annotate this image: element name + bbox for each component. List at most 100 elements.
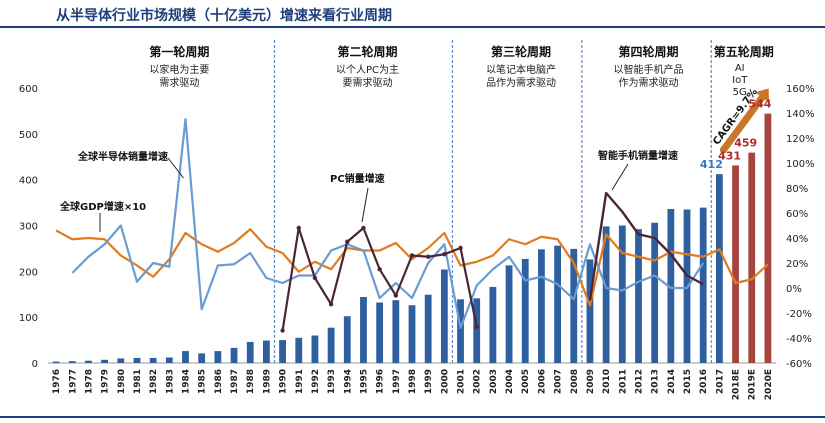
bar (554, 245, 561, 363)
x-tick-label: 2009 (586, 369, 596, 394)
bar (457, 299, 464, 363)
series-point (409, 253, 415, 258)
bar (295, 337, 303, 363)
cagr-arrow (719, 91, 768, 154)
cycle-title: 第五轮周期 (714, 44, 774, 59)
x-tick-label: 2015 (683, 369, 693, 394)
bar (376, 302, 384, 363)
annotation-pc: PC销量增速 (330, 172, 385, 185)
right-tick-label: 0% (786, 284, 802, 295)
series-point (474, 324, 479, 329)
right-tick-label: 40% (786, 234, 808, 245)
x-tick-label: 1996 (376, 369, 386, 394)
x-tick-label: 1988 (246, 369, 256, 394)
cycle-description: 作为需求驱动 (618, 77, 678, 89)
x-tick-label: 2001 (457, 369, 467, 394)
right-tick-label: 140% (786, 109, 815, 120)
series-point (361, 225, 366, 231)
x-tick-label: 1985 (198, 369, 208, 394)
annotation-semis-growth: 全球半导体销量增速 (77, 150, 168, 163)
x-tick-label: 2017 (715, 369, 725, 394)
x-tick-label: 2005 (521, 369, 531, 394)
x-tick-label: 1997 (392, 369, 402, 394)
right-tick-label: -20% (786, 309, 812, 320)
x-tick-label: 1991 (295, 369, 305, 394)
bar (149, 357, 157, 363)
bar (538, 249, 545, 363)
bar (489, 286, 497, 363)
cycle-description: 5G (733, 87, 747, 98)
bar (699, 207, 707, 363)
bars-layer (52, 113, 772, 364)
bar-value-label: 544 (748, 98, 771, 111)
left-tick-label: 300 (19, 222, 38, 233)
bar (360, 297, 367, 363)
page-title: 从半导体行业市场规模（十亿美元）增速来看行业周期 (56, 8, 392, 24)
x-tick-label: 2004 (505, 369, 515, 394)
series-point (345, 239, 350, 244)
bar-value-label: 459 (734, 137, 757, 150)
title-divider (0, 26, 825, 28)
bar (618, 225, 626, 363)
annotation-gdp: 全球GDP增速×10 (59, 200, 146, 213)
bar (748, 152, 756, 363)
bar (424, 294, 432, 363)
bar (667, 209, 675, 363)
bar (343, 316, 351, 363)
x-tick-label: 1983 (165, 369, 175, 394)
series-line (55, 228, 769, 307)
x-tick-label: 1999 (424, 369, 434, 394)
bar (165, 357, 173, 363)
x-tick-label: 2013 (651, 369, 661, 394)
x-tick-label: 1980 (117, 369, 127, 394)
bar (182, 351, 189, 363)
text-layer: 0 100 200 300 400 500 600 -60% -40% -20% 0% 20% 40% 6… (19, 44, 815, 400)
series-line (588, 191, 704, 301)
x-tick-label: 2007 (554, 369, 564, 394)
right-tick-label: 60% (786, 209, 808, 220)
series-point (377, 267, 382, 272)
bar (408, 305, 416, 363)
series-point (458, 245, 463, 251)
annotation-arrow (167, 157, 184, 179)
x-tick-label: 1995 (359, 369, 369, 394)
x-tick-label: 2012 (634, 369, 644, 394)
x-tick-label: 1984 (182, 369, 192, 394)
x-tick-label: 2018E (732, 369, 742, 400)
cycle-description: IoT (732, 75, 748, 86)
right-tick-label: 100% (786, 159, 815, 170)
bar (392, 300, 400, 363)
left-tick-label: 500 (19, 130, 38, 141)
bar (101, 359, 109, 363)
x-tick-label: 2016 (699, 369, 709, 394)
x-tick-label: 1978 (84, 369, 94, 394)
x-tick-label: 2020E (764, 369, 774, 400)
x-tick-label: 1989 (262, 369, 272, 394)
bar (732, 165, 739, 363)
bar (230, 347, 238, 363)
x-tick-label: 2019E (748, 369, 758, 400)
x-tick-label: 2008 (570, 369, 580, 394)
right-tick-label: -40% (786, 334, 812, 345)
cycle-title: 第三轮周期 (491, 44, 551, 59)
left-tick-label: 600 (19, 84, 38, 95)
bar (246, 341, 254, 363)
cycle-title: 第一轮周期 (149, 44, 209, 59)
left-tick-label: 100 (19, 313, 38, 324)
bar (764, 113, 772, 364)
bar (602, 226, 610, 363)
x-tick-label: 2010 (602, 369, 612, 394)
bar (715, 174, 723, 363)
x-tick-label: 1976 (52, 369, 62, 394)
left-tick-label: 0 (32, 359, 38, 370)
bar (473, 298, 481, 363)
left-tick-label: 200 (19, 267, 38, 278)
bar (279, 340, 286, 363)
annotation-arrow (611, 163, 629, 191)
cycle-description: 要需求驱动 (342, 77, 392, 89)
x-tick-label: 2003 (489, 369, 499, 394)
series-point (328, 302, 334, 307)
annotation-arrow (361, 187, 369, 223)
series-point (442, 252, 447, 257)
